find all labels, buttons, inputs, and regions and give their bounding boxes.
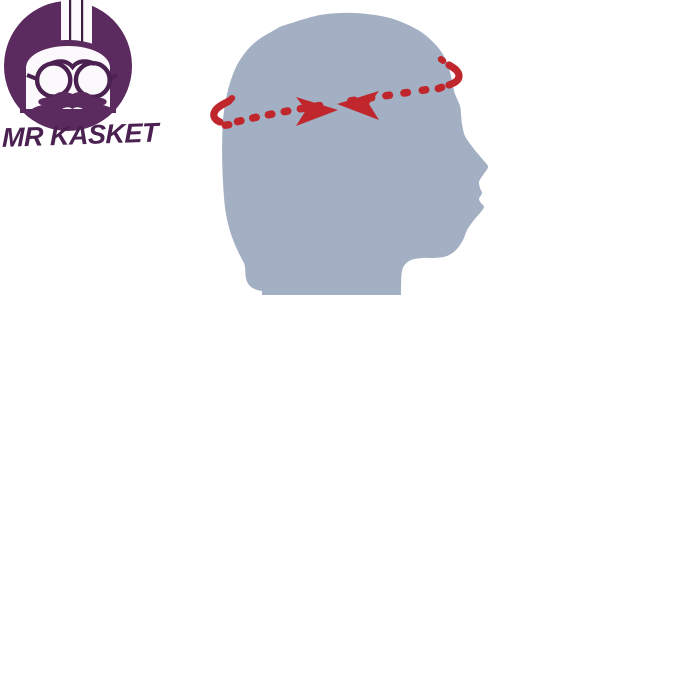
svg-text:MR KASKET: MR KASKET [2,120,161,153]
